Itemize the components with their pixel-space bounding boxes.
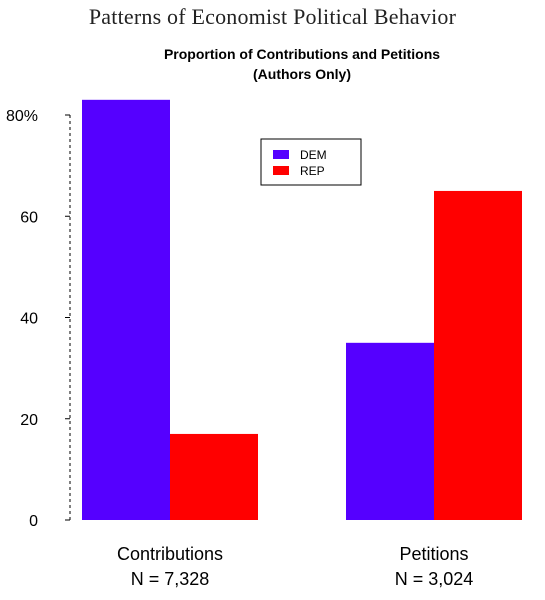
y-tick-label: 20 xyxy=(20,412,38,429)
legend-swatch-dem xyxy=(273,150,289,159)
x-category-sublabel: N = 3,024 xyxy=(395,569,474,589)
y-tick-label: 0 xyxy=(29,513,38,530)
page-title: Patterns of Economist Political Behavior xyxy=(88,4,457,29)
y-tick-label: 80% xyxy=(6,108,38,125)
y-tick-label: 60 xyxy=(20,209,38,226)
bars-group xyxy=(82,99,522,520)
chart-title: Proportion of Contributions and Petition… xyxy=(164,46,440,62)
legend-label-dem: DEM xyxy=(300,148,327,162)
bar-dem-contributions xyxy=(82,99,170,520)
x-axis-labels: Contributions N = 7,328 Petitions N = 3,024 xyxy=(117,544,473,589)
legend-swatch-rep xyxy=(273,166,289,175)
y-axis: 0 20 40 60 80% xyxy=(6,108,71,530)
bar-rep-contributions xyxy=(170,433,258,520)
legend-box xyxy=(260,138,362,186)
x-category-label: Contributions xyxy=(117,544,223,564)
chart-subtitle: (Authors Only) xyxy=(253,66,351,82)
y-tick-label: 40 xyxy=(20,311,38,328)
x-category-sublabel: N = 7,328 xyxy=(131,569,210,589)
bar-rep-petitions xyxy=(434,190,522,520)
x-category-label: Petitions xyxy=(399,544,468,564)
bar-dem-petitions xyxy=(346,342,434,520)
legend-label-rep: REP xyxy=(300,164,325,178)
legend: DEM REP xyxy=(260,138,362,186)
